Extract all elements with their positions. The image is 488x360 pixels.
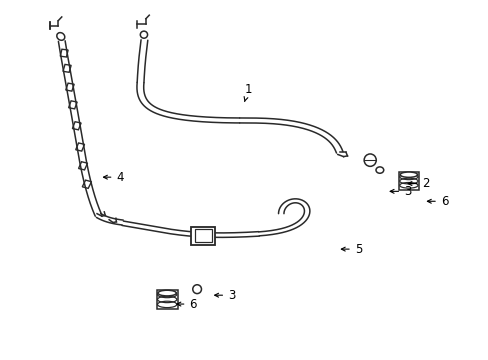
Text: 1: 1 bbox=[244, 83, 251, 102]
Text: 6: 6 bbox=[427, 195, 447, 208]
Bar bbox=[398, 172, 418, 190]
Bar bbox=[191, 227, 215, 244]
Text: 6: 6 bbox=[177, 298, 197, 311]
Text: 2: 2 bbox=[407, 177, 429, 190]
Text: 5: 5 bbox=[341, 243, 361, 256]
Text: 3: 3 bbox=[214, 289, 235, 302]
Ellipse shape bbox=[399, 172, 417, 177]
Text: 4: 4 bbox=[103, 171, 123, 184]
Bar bbox=[194, 229, 212, 242]
Ellipse shape bbox=[158, 290, 176, 296]
Text: 3: 3 bbox=[389, 185, 410, 198]
Bar bbox=[156, 289, 178, 309]
